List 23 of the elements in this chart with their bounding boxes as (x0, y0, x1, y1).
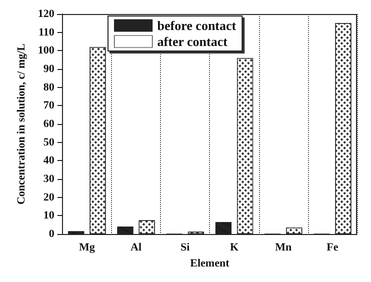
y-tick-label: 0 (48, 228, 55, 240)
x-tick-label: Fe (326, 242, 338, 254)
y-tick-label: 40 (43, 154, 55, 167)
x-axis-title: Element (190, 258, 230, 270)
x-tick-label: Si (180, 242, 190, 254)
y-tick-label: 80 (43, 81, 55, 94)
y-tick-label: 120 (38, 8, 55, 20)
y-tick-label: 50 (43, 136, 55, 148)
y-tick-label: 60 (43, 118, 55, 130)
y-tick-label: 110 (38, 26, 55, 38)
legend-label: after contact (157, 34, 228, 49)
y-tick-label: 10 (43, 210, 55, 222)
y-axis-title: Concentration in solution, c/ mg/L (16, 43, 28, 205)
x-tick-label: Mn (275, 242, 292, 254)
y-tick-label: 20 (43, 191, 55, 204)
y-tick-label: 100 (38, 44, 55, 57)
y-tick-label: 90 (43, 63, 55, 75)
x-tick-label: K (230, 242, 239, 254)
y-tick-label: 70 (43, 100, 55, 112)
legend-label: before contact (157, 18, 237, 33)
x-tick-label: Al (130, 242, 142, 254)
x-tick-label: Mg (79, 242, 96, 254)
y-tick-label: 30 (43, 173, 55, 185)
